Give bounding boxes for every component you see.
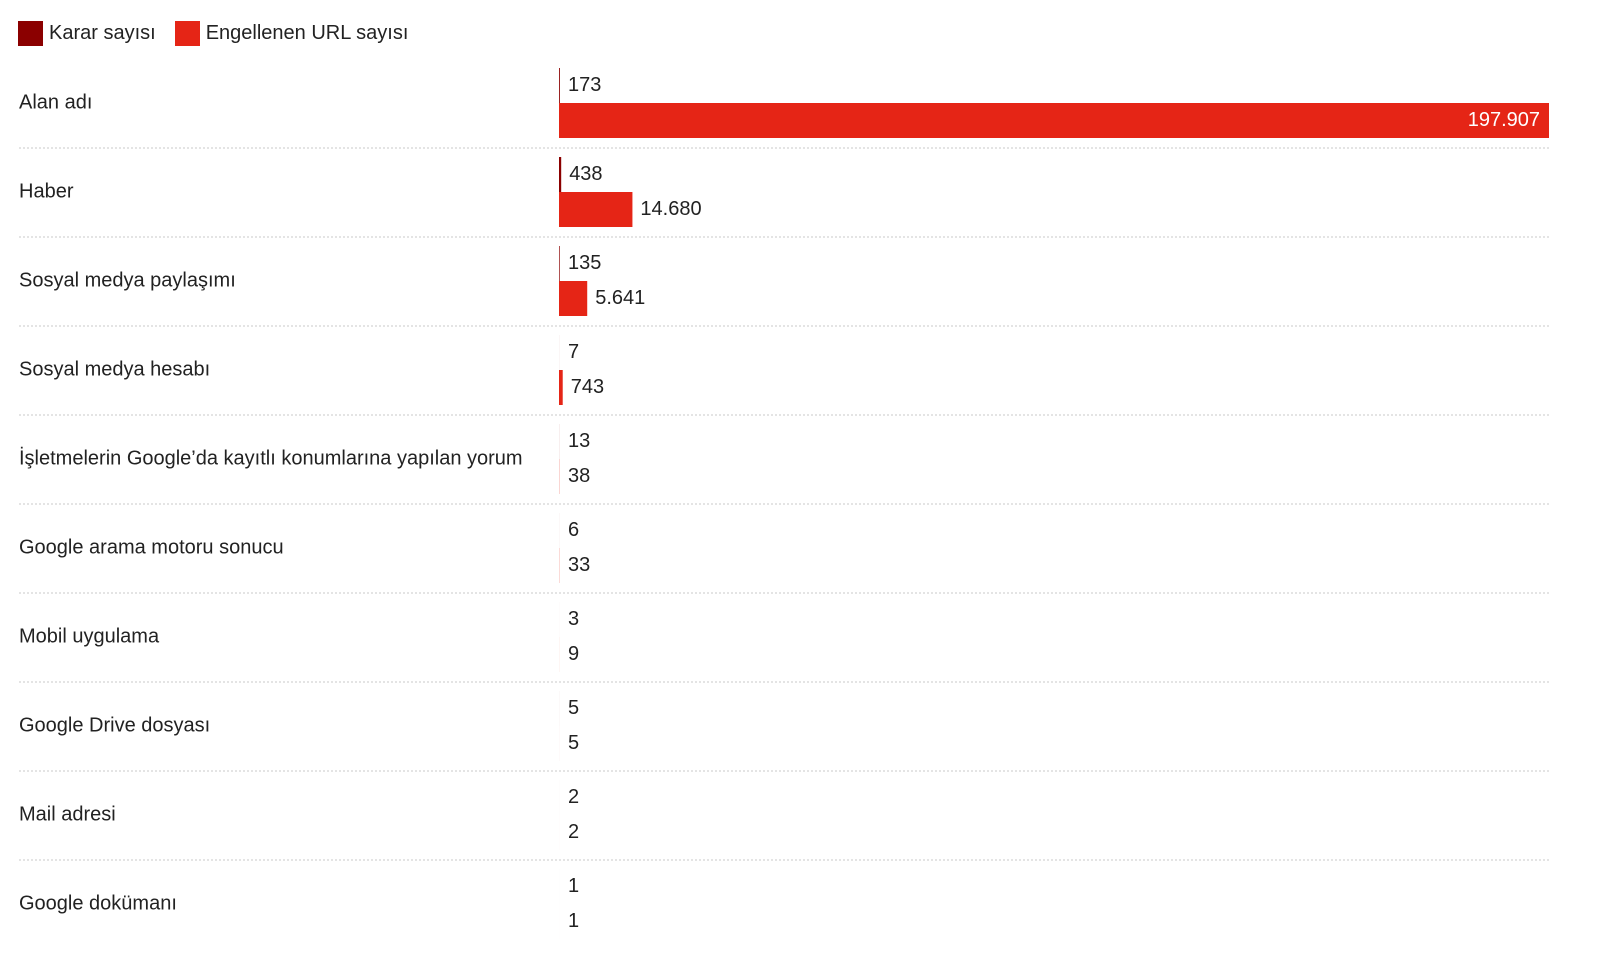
category-label: Alan adı [19, 91, 92, 113]
value-label: 14.680 [640, 198, 701, 220]
bar [559, 281, 588, 316]
value-label: 9 [568, 643, 579, 665]
bar [559, 370, 563, 405]
category-label: Google arama motoru sonucu [19, 536, 284, 558]
value-label: 5.641 [595, 287, 645, 309]
legend-item-engellenen-url: Engellenen URL sayısı [174, 20, 409, 46]
value-label: 33 [568, 554, 590, 576]
value-label: 5 [568, 697, 579, 719]
value-label: 3 [568, 608, 579, 630]
legend-swatch-karar [18, 20, 43, 46]
value-label: 1 [568, 910, 579, 932]
value-label: 173 [568, 74, 601, 96]
legend: Karar sayısı Engellenen URL sayısı [18, 20, 427, 46]
value-label: 2 [568, 821, 579, 843]
bar [559, 157, 562, 192]
value-label: 1 [568, 875, 579, 897]
value-label: 135 [568, 252, 601, 274]
value-label: 438 [569, 163, 602, 185]
value-label: 743 [571, 376, 604, 398]
legend-item-karar: Karar sayısı [18, 20, 156, 46]
value-label: 5 [568, 732, 579, 754]
category-label: Google dokümanı [19, 892, 177, 914]
value-label: 6 [568, 519, 579, 541]
bar [559, 103, 1549, 138]
bar [559, 68, 560, 103]
category-label: Mail adresi [19, 803, 116, 825]
category-label: Mobil uygulama [19, 625, 160, 647]
value-label: 7 [568, 341, 579, 363]
category-label: Google Drive dosyası [19, 714, 210, 736]
category-label: Sosyal medya paylaşımı [19, 269, 236, 291]
value-label: 197.907 [1468, 109, 1540, 131]
value-label: 13 [568, 430, 590, 452]
value-label: 38 [568, 465, 590, 487]
legend-label-engellenen-url: Engellenen URL sayısı [205, 22, 409, 44]
bar [559, 192, 633, 227]
legend-label-karar: Karar sayısı [49, 22, 156, 44]
bar [559, 246, 560, 281]
category-label: İşletmelerin Google’da kayıtlı konumları… [19, 446, 523, 469]
legend-swatch-engellenen-url [174, 20, 200, 46]
value-label: 2 [568, 786, 579, 808]
category-label: Sosyal medya hesabı [19, 358, 210, 380]
category-label: Haber [19, 180, 74, 202]
